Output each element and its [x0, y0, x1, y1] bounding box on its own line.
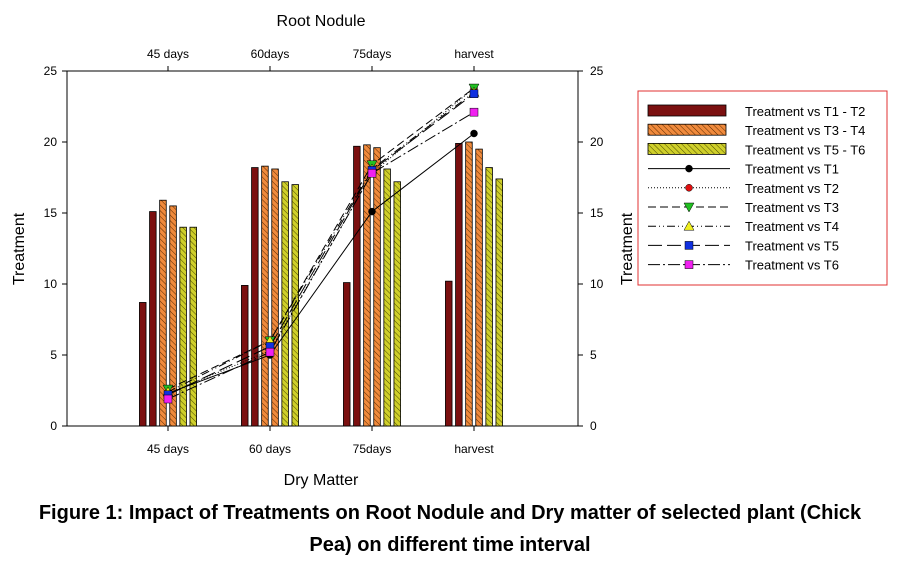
bar — [465, 141, 473, 427]
data-point — [684, 241, 694, 250]
y-tick-label-right: 25 — [590, 64, 604, 78]
bar — [291, 184, 299, 427]
bar — [251, 167, 259, 427]
y-tick-label-right: 10 — [590, 277, 604, 291]
bar — [281, 181, 289, 427]
x-tick-label-bottom: 45 days — [147, 442, 189, 456]
x-tick-label-top: 60days — [251, 47, 290, 61]
bar — [485, 167, 493, 427]
y-tick-label-left: 0 — [50, 419, 57, 433]
y-tick-label-left: 20 — [44, 135, 58, 149]
bar — [363, 144, 371, 427]
legend: Treatment vs T1 - T2 Treatment vs T3 - T4… — [637, 90, 888, 286]
bar — [261, 165, 269, 427]
axes-group: 0 0 5 5 10 10 15 15 20 20 25 25 45 days 60 days 75days… — [44, 47, 604, 456]
plot-frame — [66, 70, 579, 427]
bar — [149, 211, 157, 427]
bar — [383, 168, 391, 427]
data-point — [163, 394, 173, 404]
bar — [189, 226, 197, 427]
chart: Root Nodule Dry Matter Treatment Treatme… — [11, 13, 888, 489]
bar — [343, 282, 351, 427]
y-tick-label-right: 15 — [590, 206, 604, 220]
x-axis-label: Dry Matter — [284, 472, 359, 489]
data-point — [685, 184, 693, 192]
legend-label: Treatment vs T5 - T6 — [745, 142, 865, 157]
bar — [393, 181, 401, 427]
lines-group — [162, 83, 480, 404]
bar — [475, 148, 483, 427]
legend-label: Treatment vs T4 — [745, 219, 839, 234]
caption-line-1: Figure 1: Impact of Treatments on Root N… — [38, 502, 862, 524]
x-tick-label-bottom: 60 days — [249, 442, 291, 456]
data-point — [265, 347, 275, 357]
y-tick-label-right: 0 — [590, 419, 597, 433]
data-point — [684, 260, 694, 269]
figure-caption: Figure 1: Impact of Treatments on Root N… — [0, 497, 900, 561]
bar — [445, 280, 453, 427]
x-tick-label-top: 75days — [353, 47, 392, 61]
data-point — [469, 89, 479, 98]
legend-swatch — [647, 142, 727, 155]
y-tick-label-left: 10 — [44, 277, 58, 291]
y-tick-label-right: 20 — [590, 135, 604, 149]
bar — [159, 199, 167, 427]
legend-label: Treatment vs T3 — [745, 200, 839, 215]
legend-box — [637, 90, 888, 286]
y-tick-label-right: 5 — [590, 348, 597, 362]
y-tick-label-left: 25 — [44, 64, 58, 78]
data-point — [685, 164, 693, 173]
legend-label: Treatment vs T5 — [745, 238, 839, 253]
data-point — [469, 107, 479, 117]
data-point — [683, 220, 695, 231]
legend-label: Treatment vs T1 - T2 — [745, 104, 865, 119]
chart-title: Root Nodule — [277, 13, 366, 30]
series-line — [167, 91, 475, 393]
legend-swatch — [647, 123, 727, 136]
bar — [455, 143, 463, 427]
legend-swatch — [647, 104, 727, 117]
series-line — [167, 93, 475, 396]
data-point — [470, 129, 478, 138]
y-tick-label-left: 5 — [50, 348, 57, 362]
bar — [353, 145, 361, 427]
series-line — [167, 111, 475, 400]
data-point — [368, 207, 376, 216]
x-tick-label-bottom: 75days — [353, 442, 392, 456]
bar — [169, 205, 177, 427]
series-line — [167, 87, 475, 394]
y-tick-label-left: 15 — [44, 206, 58, 220]
bar — [373, 147, 381, 427]
x-tick-label-top: 45 days — [147, 47, 189, 61]
legend-label: Treatment vs T2 — [745, 181, 839, 196]
legend-label: Treatment vs T6 — [745, 258, 839, 273]
x-tick-label-bottom: harvest — [454, 442, 494, 456]
y-axis-label-right: Treatment — [619, 212, 636, 285]
series-line — [167, 87, 475, 390]
bar — [179, 226, 187, 427]
y-axis-label-left: Treatment — [11, 212, 28, 285]
caption-line-2: Pea) on different time interval — [309, 534, 591, 556]
bar — [495, 178, 503, 427]
legend-label: Treatment vs T1 — [745, 162, 839, 177]
legend-label: Treatment vs T3 - T4 — [745, 123, 865, 138]
data-point — [367, 168, 377, 178]
bars-group — [139, 141, 503, 427]
bar — [271, 168, 279, 427]
data-point — [683, 202, 695, 213]
series-line — [167, 133, 475, 394]
x-tick-label-top: harvest — [454, 47, 494, 61]
bar — [139, 302, 147, 427]
bar — [241, 285, 249, 427]
